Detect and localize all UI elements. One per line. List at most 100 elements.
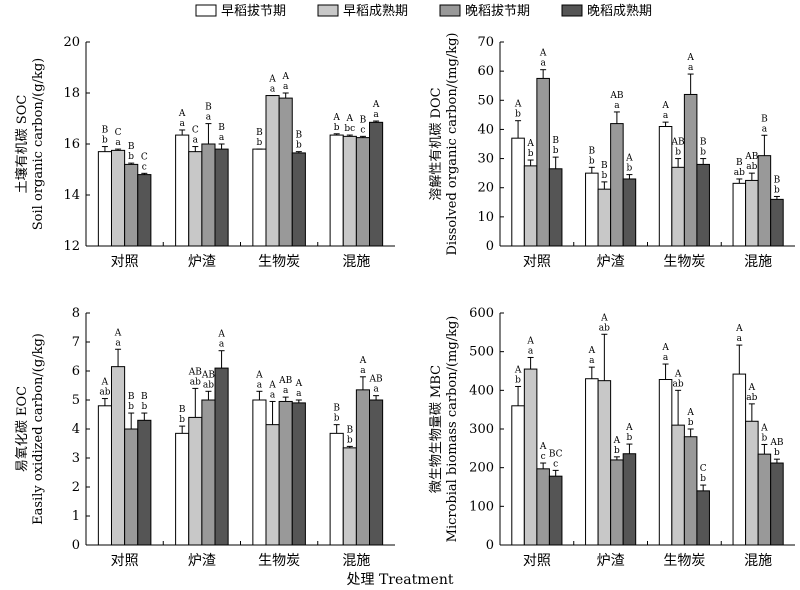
significance-letter-upper: C [141, 152, 148, 162]
significance-letter-lower: b [762, 433, 768, 443]
bar [683, 436, 698, 546]
significance-letter-upper: B [141, 392, 148, 402]
bar [252, 399, 267, 546]
significance-letter-upper: AB [744, 152, 758, 162]
significance-letter-lower: ab [99, 388, 110, 398]
significance-letter-upper: B [700, 138, 707, 148]
bar [110, 149, 126, 247]
significance-letter-lower: b [627, 433, 633, 443]
y-tick-label: 5 [72, 393, 80, 408]
significance-letter-lower: a [540, 59, 546, 69]
significance-letter-upper: A [661, 101, 669, 111]
bar [124, 163, 139, 247]
significance-letter-lower: a [528, 346, 534, 356]
y-axis-title-en: Dissolved organic carbon/(mg/kg) [445, 33, 460, 256]
significance-letter-lower: a [614, 101, 620, 111]
significance-letter-upper: AB [188, 367, 202, 377]
significance-letter-upper: A [526, 336, 534, 346]
significance-letter-lower: a [219, 133, 225, 143]
y-tick-label: 50 [477, 93, 494, 108]
significance-letter-upper: A [674, 369, 682, 379]
significance-letter-upper: A [268, 75, 276, 85]
category-label: 炉渣 [597, 553, 625, 569]
significance-letter-upper: C [115, 128, 122, 138]
significance-letter-lower: a [219, 340, 225, 350]
bar [536, 77, 550, 247]
bar [696, 490, 710, 546]
significance-letter-upper: B [128, 392, 135, 402]
bar [265, 424, 280, 546]
bar [291, 402, 306, 546]
significance-letter-lower: b [334, 123, 340, 133]
significance-letter-lower: b [553, 146, 559, 156]
y-tick-label: 0 [72, 538, 80, 553]
category-label: 对照 [523, 553, 551, 569]
bar [511, 405, 525, 546]
bar [329, 134, 344, 247]
y-tick-label: 60 [477, 64, 494, 79]
significance-letter-lower: c [541, 452, 546, 462]
significance-letter-lower: ab [599, 323, 610, 333]
y-tick-label: 14 [63, 188, 80, 203]
significance-letter-lower: a [589, 356, 595, 366]
y-axis-title-cn: 溶解性有机碳 DOC [429, 87, 444, 200]
significance-letter-upper: B [333, 404, 340, 414]
significance-letter-upper: B [736, 158, 743, 168]
y-tick-label: 40 [477, 122, 494, 137]
bar [548, 475, 563, 546]
category-label: 混施 [744, 553, 772, 569]
significance-letter-upper: B [296, 131, 303, 141]
significance-letter-upper: A [332, 113, 340, 123]
chart-panel: 0 10 20 30 40 50 60 70 溶解性有机碳 DOC Dissolved organ… [429, 33, 795, 270]
category-label: 生物炭 [663, 553, 705, 569]
significance-letter-upper: B [256, 128, 263, 138]
significance-letter-lower: b [141, 402, 147, 412]
significance-letter-lower: b [601, 171, 607, 181]
significance-letter-lower: a [373, 385, 379, 395]
bar [548, 168, 563, 247]
bar [671, 424, 685, 546]
bar [252, 148, 267, 247]
bar [214, 367, 229, 546]
significance-letter-lower: b [515, 110, 521, 120]
significance-letter-upper: B [774, 175, 781, 185]
category-label: 炉渣 [188, 553, 216, 569]
category-label: 混施 [342, 553, 370, 569]
significance-letter-lower: a [193, 136, 199, 146]
significance-letter-upper: A [217, 330, 225, 340]
y-tick-label: 200 [469, 461, 494, 476]
significance-letter-lower: a [688, 63, 694, 73]
category-label: 混施 [342, 254, 370, 270]
significance-letter-upper: A [588, 346, 596, 356]
bar [137, 174, 152, 247]
significance-letter-lower: a [737, 334, 743, 344]
y-tick-label: 18 [63, 86, 80, 101]
bar [696, 163, 710, 247]
bar [188, 151, 203, 247]
bar [597, 380, 612, 546]
bar [671, 166, 685, 247]
significance-letter-upper: BC [549, 449, 563, 459]
significance-letter-lower: b [589, 156, 595, 166]
significance-letter-upper: B [102, 126, 109, 136]
significance-letter-upper: AB [769, 438, 783, 448]
significance-letter-lower: a [283, 386, 289, 396]
y-tick-label: 8 [72, 306, 80, 321]
y-axis-title-en: Soil organic carbon/(g/kg) [31, 58, 46, 230]
bar [658, 379, 673, 546]
y-tick-label: 30 [477, 152, 494, 167]
significance-letter-lower: bc [344, 124, 355, 134]
significance-letter-lower: a [663, 353, 669, 363]
significance-letter-lower: b [627, 164, 633, 174]
bar [97, 151, 112, 247]
y-tick-label: 20 [63, 35, 80, 50]
significance-letter-lower: b [614, 446, 620, 456]
bar [265, 95, 280, 247]
significance-letter-upper: A [295, 379, 303, 389]
significance-letter-upper: B [552, 136, 559, 146]
significance-letter-lower: c [142, 162, 147, 172]
significance-letter-lower: ab [203, 380, 214, 390]
significance-letter-lower: b [515, 375, 521, 385]
significance-letter-upper: A [359, 356, 367, 366]
bar [536, 468, 550, 546]
